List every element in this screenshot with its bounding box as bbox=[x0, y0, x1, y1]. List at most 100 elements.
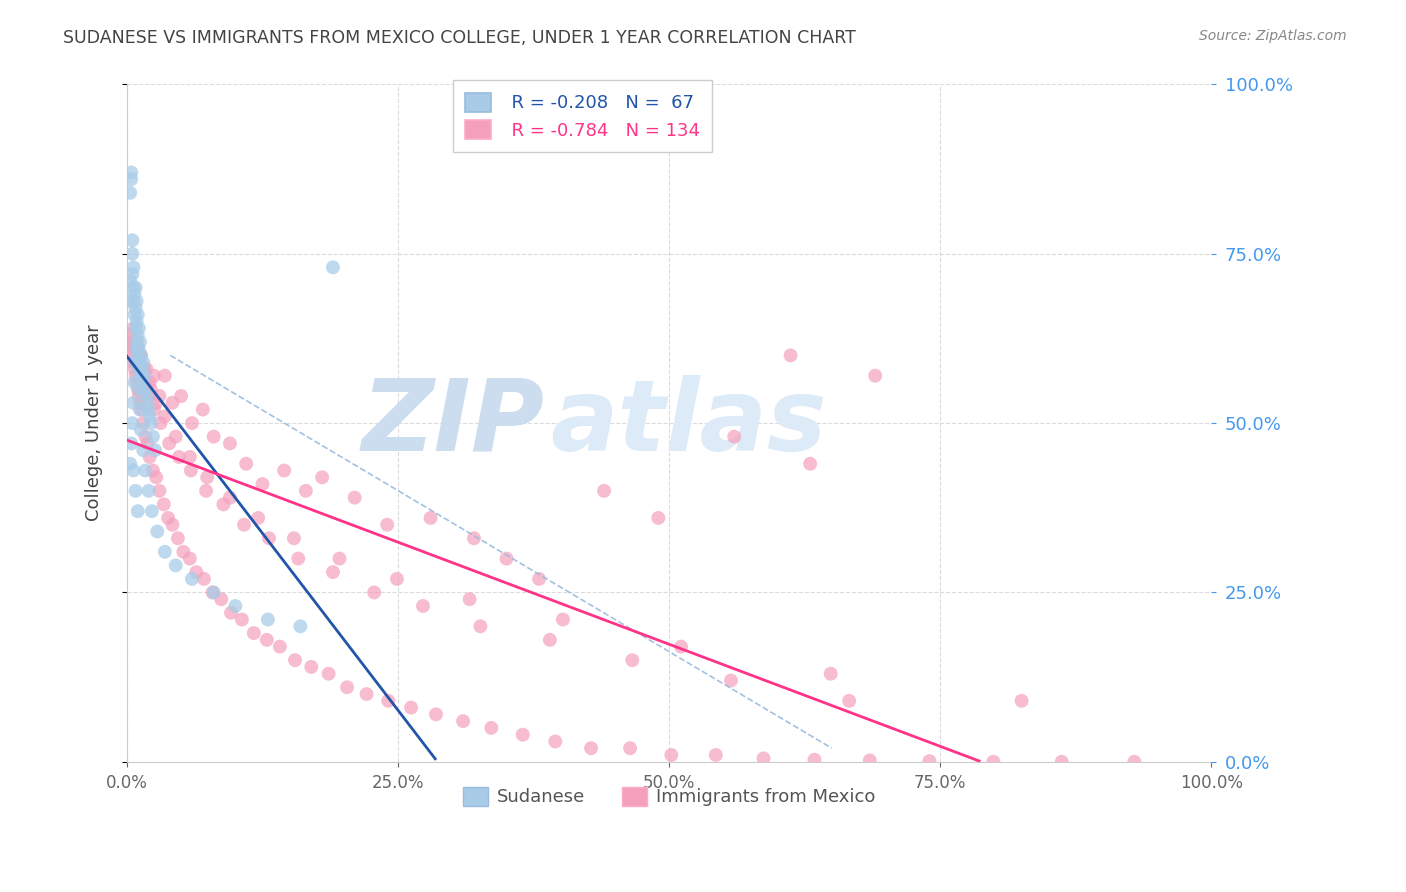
Point bbox=[162, 517, 184, 532]
Point bbox=[252, 477, 274, 491]
Point bbox=[132, 368, 155, 383]
Point bbox=[273, 463, 295, 477]
Point bbox=[121, 348, 143, 362]
Point bbox=[125, 334, 148, 349]
Point bbox=[621, 653, 644, 667]
Point bbox=[127, 328, 149, 343]
Point bbox=[125, 342, 148, 356]
Point bbox=[143, 368, 166, 383]
Point bbox=[181, 416, 204, 430]
Legend: Sudanese, Immigrants from Mexico: Sudanese, Immigrants from Mexico bbox=[456, 780, 883, 814]
Point bbox=[134, 376, 156, 390]
Point bbox=[122, 396, 145, 410]
Point bbox=[138, 450, 160, 464]
Point bbox=[704, 747, 727, 762]
Point bbox=[124, 368, 146, 383]
Point bbox=[356, 687, 378, 701]
Point bbox=[136, 436, 159, 450]
Y-axis label: College, Under 1 year: College, Under 1 year bbox=[86, 325, 103, 522]
Point bbox=[129, 348, 152, 362]
Point bbox=[153, 545, 176, 559]
Point bbox=[124, 308, 146, 322]
Point bbox=[120, 436, 142, 450]
Point bbox=[375, 517, 398, 532]
Point bbox=[125, 376, 148, 390]
Point bbox=[180, 463, 202, 477]
Point bbox=[336, 680, 359, 694]
Point bbox=[247, 511, 270, 525]
Point bbox=[322, 260, 344, 275]
Point bbox=[172, 545, 194, 559]
Point bbox=[143, 443, 166, 458]
Point bbox=[124, 483, 146, 498]
Point bbox=[193, 572, 215, 586]
Point bbox=[322, 565, 344, 579]
Point bbox=[243, 626, 266, 640]
Point bbox=[235, 457, 257, 471]
Point bbox=[125, 294, 148, 309]
Point bbox=[134, 463, 156, 477]
Point bbox=[838, 694, 860, 708]
Point bbox=[165, 558, 187, 573]
Point bbox=[146, 524, 169, 539]
Point bbox=[162, 396, 184, 410]
Point bbox=[593, 483, 616, 498]
Point bbox=[458, 592, 481, 607]
Point bbox=[128, 362, 150, 376]
Point bbox=[121, 416, 143, 430]
Point bbox=[579, 741, 602, 756]
Point bbox=[127, 382, 149, 396]
Point bbox=[122, 355, 145, 369]
Point bbox=[512, 728, 534, 742]
Point bbox=[120, 457, 142, 471]
Point bbox=[179, 551, 201, 566]
Point bbox=[138, 402, 160, 417]
Point bbox=[120, 186, 142, 200]
Point bbox=[256, 632, 278, 647]
Point bbox=[257, 531, 280, 545]
Point bbox=[659, 747, 682, 762]
Point bbox=[129, 348, 152, 362]
Point bbox=[125, 342, 148, 356]
Point bbox=[231, 613, 253, 627]
Point bbox=[863, 368, 886, 383]
Point bbox=[195, 470, 218, 484]
Point bbox=[124, 342, 146, 356]
Point bbox=[122, 463, 145, 477]
Point bbox=[212, 497, 235, 511]
Point bbox=[619, 741, 641, 756]
Point bbox=[165, 430, 187, 444]
Point bbox=[138, 483, 160, 498]
Point bbox=[191, 402, 214, 417]
Point bbox=[148, 483, 170, 498]
Point bbox=[124, 355, 146, 369]
Point bbox=[1123, 755, 1146, 769]
Point bbox=[219, 436, 242, 450]
Point bbox=[425, 707, 447, 722]
Point bbox=[201, 585, 224, 599]
Point bbox=[328, 551, 350, 566]
Point bbox=[129, 334, 152, 349]
Point bbox=[128, 342, 150, 356]
Point bbox=[803, 753, 825, 767]
Point bbox=[121, 246, 143, 260]
Point bbox=[127, 504, 149, 518]
Point bbox=[752, 751, 775, 765]
Point bbox=[124, 355, 146, 369]
Point bbox=[125, 314, 148, 328]
Point bbox=[132, 355, 155, 369]
Point bbox=[399, 700, 422, 714]
Point bbox=[122, 260, 145, 275]
Point bbox=[527, 572, 550, 586]
Point bbox=[141, 504, 163, 518]
Point bbox=[720, 673, 742, 688]
Point bbox=[153, 368, 176, 383]
Point bbox=[127, 348, 149, 362]
Point bbox=[799, 457, 821, 471]
Point bbox=[122, 280, 145, 294]
Point bbox=[311, 470, 333, 484]
Point bbox=[257, 613, 280, 627]
Point bbox=[152, 497, 174, 511]
Point bbox=[124, 334, 146, 349]
Point bbox=[233, 517, 256, 532]
